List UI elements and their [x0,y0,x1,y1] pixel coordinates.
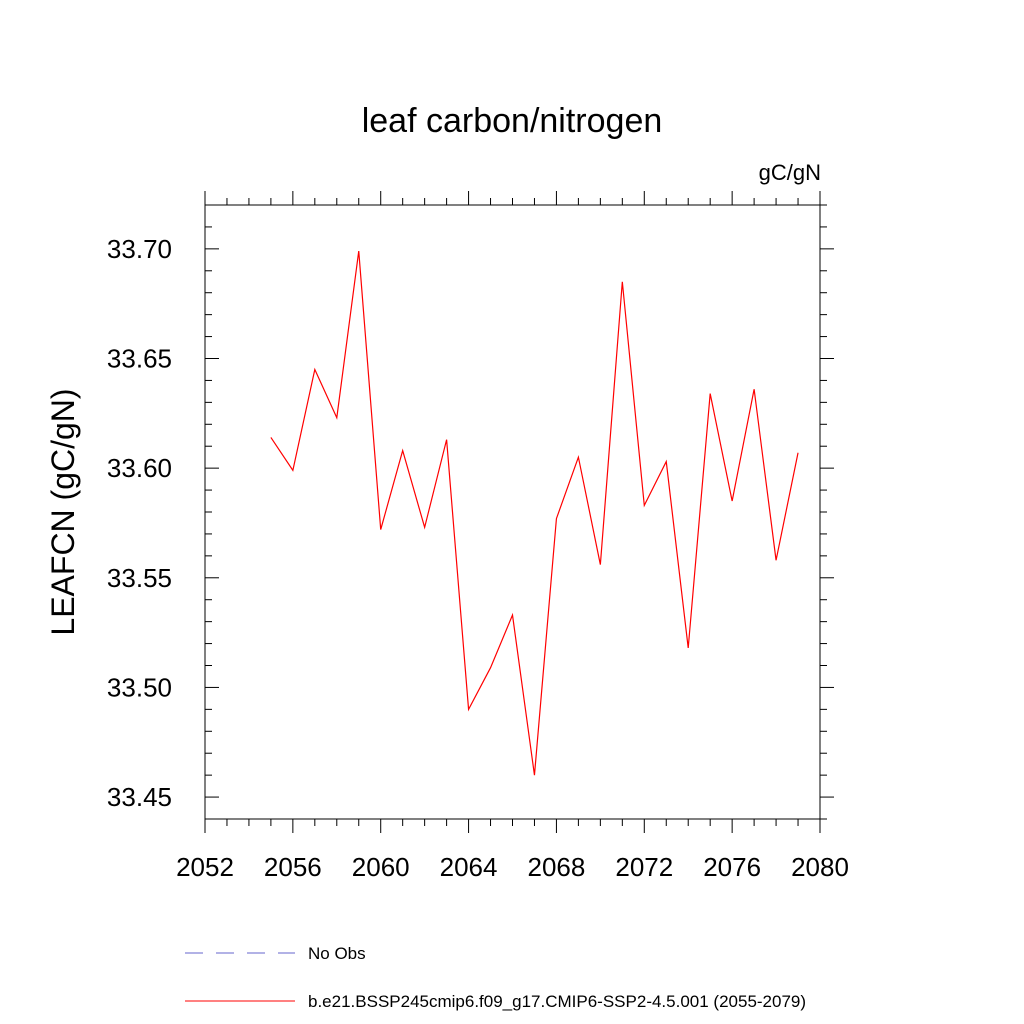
x-tick-label: 2076 [703,852,761,882]
plot-frame [204,204,821,820]
axis-ticks [204,191,834,833]
y-tick-labels: 33.45 33.50 33.55 33.60 33.65 33.70 [107,234,172,812]
y-tick-label: 33.60 [107,453,172,483]
x-tick-label: 2056 [264,852,322,882]
x-tick-label: 2068 [528,852,586,882]
x-tick-label: 2080 [791,852,849,882]
y-tick-label: 33.50 [107,672,172,702]
y-tick-label: 33.45 [107,782,172,812]
x-tick-label: 2064 [440,852,498,882]
legend-label-model: b.e21.BSSP245cmip6.f09_g17.CMIP6-SSP2-4.… [308,992,806,1011]
series-group [270,250,799,776]
y-axis-label: LEAFCN (gC/gN) [45,388,81,635]
y-tick-label: 33.55 [107,563,172,593]
units-label: gC/gN [759,160,821,185]
series-line [270,250,799,776]
legend-label-no-obs: No Obs [308,944,366,963]
y-tick-label: 33.65 [107,344,172,374]
x-tick-label: 2052 [176,852,234,882]
chart-title: leaf carbon/nitrogen [362,102,663,140]
x-tick-labels: 2052 2056 2060 2064 2068 2072 2076 2080 [176,852,849,882]
y-tick-label: 33.70 [107,234,172,264]
x-tick-label: 2072 [615,852,673,882]
x-tick-label: 2060 [352,852,410,882]
